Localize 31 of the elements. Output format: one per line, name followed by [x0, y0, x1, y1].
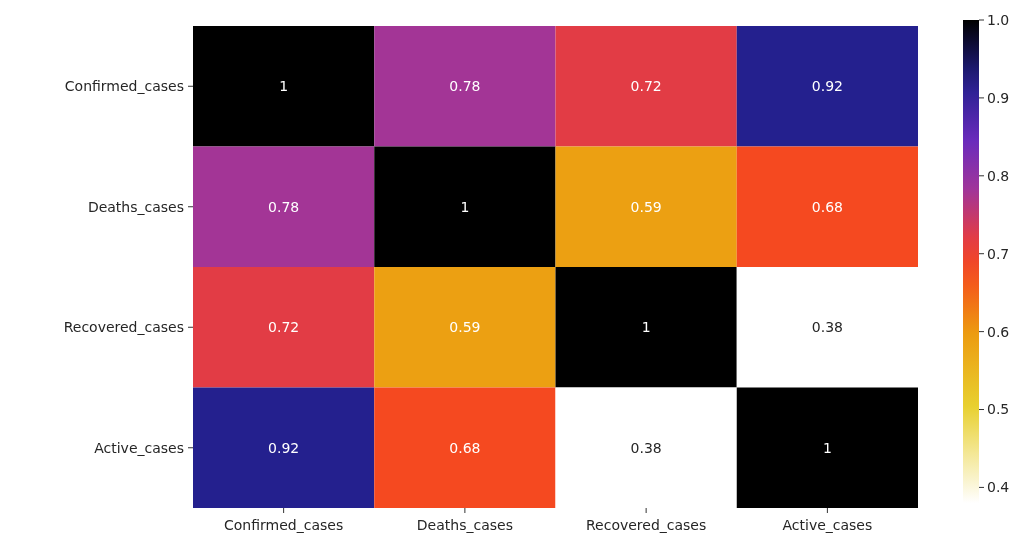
y-tick-label: Recovered_cases	[63, 319, 184, 336]
data-label: 0.38	[811, 319, 843, 336]
color-bar-label: 1.0	[987, 11, 1010, 28]
x-tick-label: Confirmed_cases	[224, 517, 344, 533]
y-tick-label: Confirmed_cases	[64, 78, 184, 95]
data-label: 0.78	[449, 78, 481, 95]
color-bar-label: 0.5	[987, 401, 1010, 418]
color-bar-label: 0.9	[987, 89, 1010, 106]
data-label: 1	[641, 319, 651, 336]
color-bar-label: 0.4	[987, 479, 1010, 496]
data-label: 1	[460, 198, 470, 215]
data-label: 0.78	[268, 198, 300, 215]
color-bar-label: 0.7	[987, 245, 1010, 262]
color-bar-label: 0.8	[987, 167, 1010, 184]
data-label: 0.68	[811, 198, 843, 215]
data-label: 0.72	[268, 319, 300, 336]
data-label: 1	[822, 439, 832, 456]
x-tick-label: Recovered_cases	[585, 517, 707, 533]
x-tick-label: Active_cases	[782, 517, 873, 533]
y-tick-label: Active_cases	[94, 439, 184, 456]
data-label: 1	[279, 78, 289, 95]
data-label: 0.38	[630, 439, 662, 456]
data-label: 0.59	[630, 198, 662, 215]
data-label: 0.59	[449, 319, 481, 336]
data-label: 0.92	[268, 439, 300, 456]
data-label: 0.68	[449, 439, 481, 456]
y-tick-label: Deaths_cases	[87, 198, 184, 215]
data-label: 0.92	[811, 78, 843, 95]
color-bar-label: 0.6	[987, 323, 1010, 340]
data-label: 0.72	[630, 78, 662, 95]
x-tick-label: Deaths_cases	[416, 517, 513, 533]
